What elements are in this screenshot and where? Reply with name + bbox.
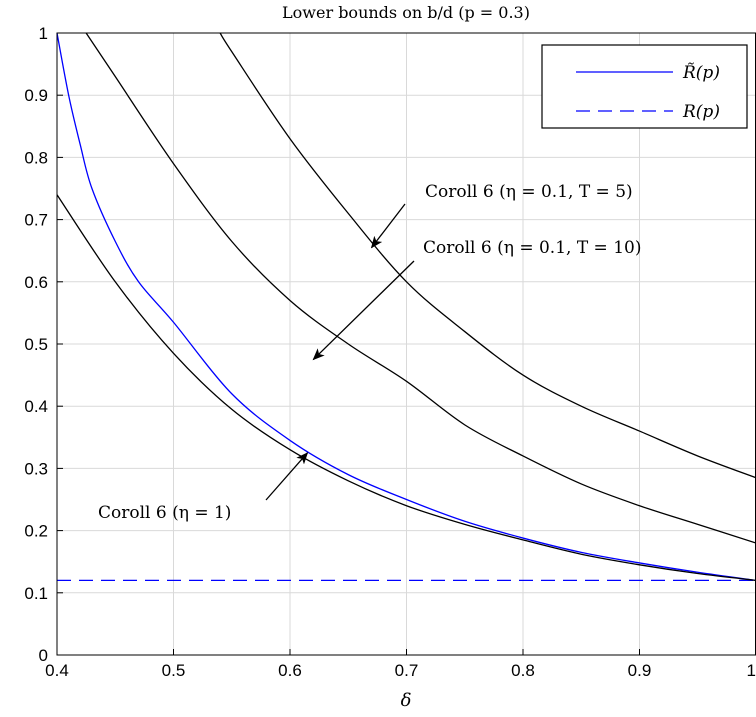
y-tick-label: 0.2 (24, 522, 48, 541)
legend-box (541, 44, 748, 129)
legend-label: R̃(p) (682, 63, 720, 83)
series-line-2 (56, 194, 756, 582)
x-tick-label: 1 (747, 661, 756, 680)
legend-label: R(p) (682, 102, 720, 122)
y-tick-label: 1 (39, 24, 48, 43)
x-axis-label: δ (401, 690, 412, 711)
x-tick-label: 0.9 (628, 661, 652, 680)
x-tick-label: 0.8 (511, 661, 535, 680)
y-tick-label: 0 (39, 646, 48, 665)
series-line-4 (219, 32, 756, 479)
series-line-3 (85, 32, 756, 544)
y-tick-label: 0.5 (24, 335, 48, 354)
plot-area (56, 32, 756, 656)
x-tick-label: 0.5 (162, 661, 186, 680)
annotation-label: Coroll 6 (η = 0.1, T = 10) (423, 238, 641, 258)
annotation-arrow (370, 203, 406, 249)
axis-layer: 0.4 0.5 0.6 0.7 0.8 0.9 1 0 0.1 0.2 0.3 0.4 0.5 0.6 0.… (24, 24, 756, 680)
y-tick-label: 0.9 (24, 86, 48, 105)
chart-title: Lower bounds on b/d (p = 0.3) (282, 3, 530, 22)
y-tick-label: 0.8 (24, 148, 48, 167)
annotation-label: Coroll 6 (η = 1) (98, 503, 231, 523)
x-tick-label: 0.6 (278, 661, 302, 680)
annotation-arrow (265, 452, 309, 501)
annotation-layer: Coroll 6 (η = 0.1, T = 5) Coroll 6 (η = 0… (98, 182, 641, 523)
y-tick-label: 0.6 (24, 273, 48, 292)
x-tick-label: 0.4 (45, 661, 69, 680)
y-tick-label: 0.1 (24, 584, 48, 603)
y-tick-label: 0.3 (24, 459, 48, 478)
y-tick-label: 0.7 (24, 211, 48, 230)
annotation-arrow (312, 260, 415, 361)
y-tick-label: 0.4 (24, 397, 48, 416)
x-tick-label: 0.7 (395, 661, 419, 680)
series-layer (56, 32, 756, 582)
annotation-label: Coroll 6 (η = 0.1, T = 5) (425, 182, 633, 202)
series-line-0 (56, 32, 756, 582)
legend: R̃(p) R(p) (541, 44, 748, 129)
